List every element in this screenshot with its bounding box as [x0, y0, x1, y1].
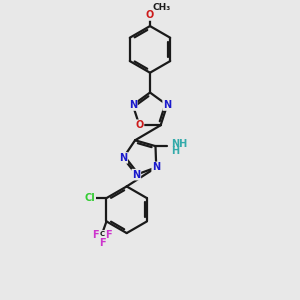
Text: O: O — [146, 10, 154, 20]
Text: F: F — [105, 230, 112, 240]
Text: H: H — [171, 146, 179, 156]
Text: N: N — [163, 100, 171, 110]
Text: F: F — [99, 238, 105, 248]
Text: C: C — [100, 231, 105, 237]
Text: Cl: Cl — [85, 193, 95, 203]
Text: N: N — [152, 162, 160, 172]
Text: NH: NH — [171, 139, 187, 149]
Text: N: N — [129, 100, 137, 110]
Text: N: N — [119, 153, 127, 163]
Text: N: N — [132, 169, 140, 180]
Text: F: F — [92, 230, 99, 240]
Text: CH₃: CH₃ — [152, 3, 171, 12]
Text: O: O — [135, 120, 143, 130]
